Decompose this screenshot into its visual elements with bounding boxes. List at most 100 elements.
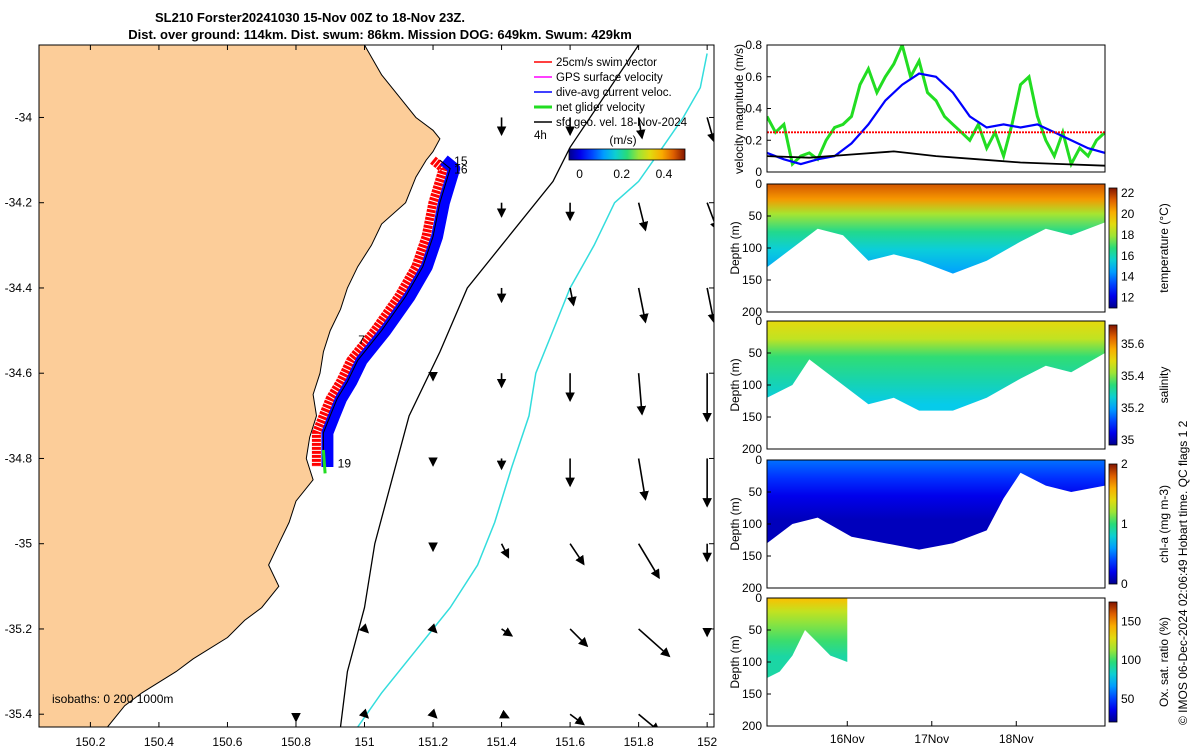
oxygen-y-tick-label: 200: [742, 719, 762, 733]
oxygen-y-tick-label: 50: [749, 623, 763, 637]
map-colorbar: [568, 148, 686, 161]
oxygen-colorbar: [1108, 601, 1118, 723]
map-x-tick-label: 152: [697, 735, 717, 749]
sfc-geo-vector: [569, 628, 589, 648]
colorbar-tick-label: 0.4: [656, 167, 673, 181]
colorbar-tick-label: 0: [576, 167, 583, 181]
temperature-y-tick-label: 200: [742, 305, 762, 319]
credit-text: © IMOS 06-Dec-2024 02:06:49 Hobart time.…: [1176, 420, 1190, 725]
temperature-panel: 0 50 100 150 200 Depth (m) 12 14 16 18 20 22 tempera…: [728, 177, 1171, 319]
salinity-y-tick-label: 100: [742, 378, 762, 392]
legend-label: dive-avg current veloc.: [556, 87, 672, 99]
sfc-geo-vector: [637, 202, 649, 232]
oxygen-colorbar-label: Ox. sat. ratio (%): [1157, 617, 1171, 707]
chla-y-tick-label: 200: [742, 581, 762, 595]
sfc-geo-vector: [706, 202, 714, 232]
sfc-geo-vector: [637, 287, 649, 324]
map-y-tick-label: -35: [15, 537, 33, 551]
chla-y-tick-label: 50: [749, 485, 763, 499]
map-x-tick-label: 150.4: [144, 735, 174, 749]
legend-extra-label: 4h: [534, 130, 547, 142]
map-y-tick-label: -34.2: [5, 196, 33, 210]
land-mass: [39, 45, 441, 727]
chla-y-tick-label: 0: [755, 453, 762, 467]
chla-colorbar-tick-label: 2: [1121, 457, 1128, 471]
chla-panel: 0 50 100 150 200 Depth (m) 0 1 2 chl-a (mg m-3): [728, 453, 1171, 595]
salinity-y-tick-label: 150: [742, 410, 762, 424]
colorbar-label: (m/s): [609, 133, 636, 147]
velocity-y-tick-label: 0.6: [745, 70, 762, 84]
velocity-series-line: [767, 45, 1105, 169]
sfc-geo-vector: [706, 117, 714, 143]
velocity-y-tick-label: 0.2: [745, 133, 762, 147]
legend-label: net glider velocity: [556, 102, 645, 114]
salinity-y-tick-label: 0: [755, 314, 762, 328]
temperature-colorbar-tick-label: 22: [1121, 186, 1135, 200]
velocity-y-label: velocity magnitude (m/s): [732, 44, 746, 174]
oxygen-colorbar-tick-label: 100: [1121, 653, 1141, 667]
velocity-series-line: [767, 72, 1105, 166]
salinity-y-tick-label: 50: [749, 346, 763, 360]
figure-title-line2: Dist. over ground: 114km. Dist. swum: 86…: [128, 27, 632, 42]
map-x-tick-label: 150.8: [281, 735, 311, 749]
temperature-colorbar-tick-label: 20: [1121, 207, 1135, 221]
sfc-geo-vector: [638, 713, 661, 727]
map-x-tick-label: 150.6: [212, 735, 242, 749]
salinity-colorbar-label: salinity: [1157, 367, 1171, 404]
track-day-label: 15: [454, 154, 468, 168]
salinity-colorbar-tick-label: 35.4: [1121, 369, 1145, 383]
map-y-tick-label: -34.4: [5, 281, 33, 295]
salinity-colorbar-tick-label: 35.2: [1121, 401, 1145, 415]
time-tick-label: 17Nov: [914, 732, 949, 746]
sfc-geo-vector: [427, 708, 438, 719]
isobath-1000m: [357, 53, 708, 727]
velocity-y-tick-label: 0: [755, 165, 762, 179]
salinity-y-tick-label: 200: [742, 442, 762, 456]
oxygen-panel: 0 50 100 150 200 Depth (m) 50 100 150 Ox. sat. ra…: [728, 591, 1171, 733]
colorbar-tick-label: 0.2: [613, 167, 630, 181]
sfc-geo-vector: [358, 708, 370, 719]
track-day-label: 19: [338, 457, 352, 471]
chla-colorbar: [1108, 463, 1118, 585]
legend-label: 25cm/s swim vector: [556, 57, 657, 69]
salinity-panel: 0 50 100 150 200 Depth (m) 35 35.2 35.4 35.6 salin…: [728, 314, 1171, 456]
velocity-plot-area: [767, 45, 1105, 169]
oxygen-y-tick-label: 150: [742, 687, 762, 701]
map-x-tick-label: 150.2: [75, 735, 105, 749]
chla-colorbar-label: chl-a (mg m-3): [1157, 485, 1171, 563]
sfc-geo-vector: [499, 709, 510, 719]
map-x-tick-label: 151.8: [624, 735, 654, 749]
chla-y-tick-label: 150: [742, 549, 762, 563]
temperature-colorbar-tick-label: 18: [1121, 228, 1135, 242]
sfc-geo-vector: [637, 543, 660, 580]
glider-track: [322, 159, 451, 467]
salinity-colorbar: [1108, 324, 1118, 446]
temperature-y-label: Depth (m): [728, 221, 742, 274]
chla-data-field: [767, 460, 1105, 550]
velocity-y-tick-label: 0.4: [745, 102, 762, 116]
oxygen-y-tick-label: 100: [742, 655, 762, 669]
velocity-y-tick-label: 0.8: [745, 38, 762, 52]
map-y-tick-label: -34.6: [5, 366, 33, 380]
sfc-geo-vector: [637, 458, 649, 501]
isobath-label: isobaths: 0 200 1000m: [52, 692, 173, 706]
oxygen-y-label: Depth (m): [728, 635, 742, 688]
temperature-y-tick-label: 150: [742, 273, 762, 287]
map-x-tick-label: 151.6: [555, 735, 585, 749]
sfc-geo-vector: [427, 623, 438, 634]
oxygen-colorbar-tick-label: 50: [1121, 692, 1135, 706]
track-day-label: 16: [454, 163, 468, 177]
legend-label: sfc geo. vel. 18-Nov-2024: [556, 117, 688, 129]
chla-colorbar-tick-label: 0: [1121, 577, 1128, 591]
temperature-y-tick-label: 50: [749, 209, 763, 223]
temperature-colorbar-tick-label: 16: [1121, 249, 1135, 263]
isobath-200m: [339, 45, 640, 727]
oxygen-colorbar-tick-label: 150: [1121, 614, 1141, 628]
sfc-geo-vector: [636, 373, 647, 416]
temperature-colorbar: [1108, 187, 1118, 309]
time-tick-label: 16Nov: [830, 732, 865, 746]
map-x-tick-label: 151: [354, 735, 374, 749]
